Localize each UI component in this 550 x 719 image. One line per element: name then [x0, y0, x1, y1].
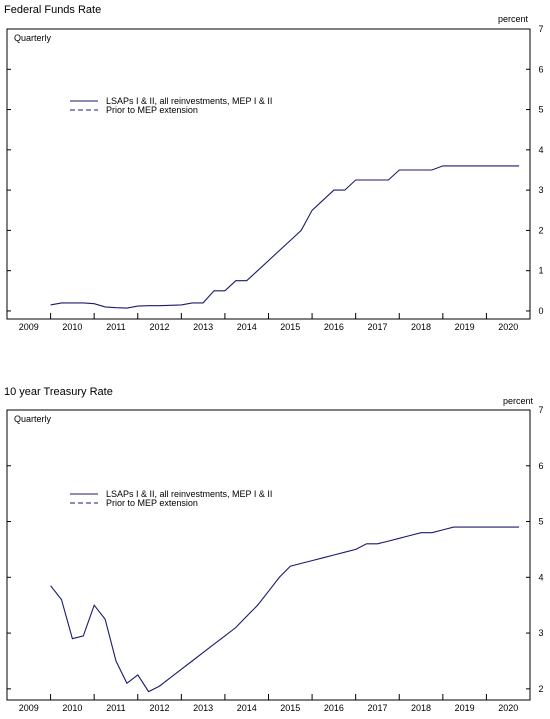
unit-label: percent — [498, 14, 529, 24]
legend-label: Prior to MEP extension — [106, 105, 198, 115]
frequency-label: Quarterly — [14, 33, 52, 43]
chart-title: 10 year Treasury Rate — [4, 386, 113, 398]
series-group — [50, 165, 520, 309]
x-tick-label: 2016 — [324, 322, 344, 332]
x-tick-label: 2017 — [367, 703, 387, 713]
x-tick-label: 2016 — [324, 703, 344, 713]
x-tick-label: 2017 — [367, 322, 387, 332]
chart-title: Federal Funds Rate — [4, 4, 101, 16]
treasury-rate-panel: 10 year Treasury Rate percent Quarterly … — [4, 386, 544, 713]
y-tick-label: 5 — [538, 517, 543, 527]
x-tick-label: 2019 — [455, 703, 475, 713]
x-tick-label: 2010 — [62, 322, 82, 332]
y-tick-label: 7 — [538, 405, 543, 415]
x-tick-label: 2013 — [193, 322, 213, 332]
legend: LSAPs I & II, all reinvestments, MEP I &… — [70, 489, 272, 508]
y-tick-label: 0 — [538, 306, 543, 316]
x-tick-label: 2015 — [280, 322, 300, 332]
x-tick-label: 2013 — [193, 703, 213, 713]
x-tick-label: 2012 — [150, 703, 170, 713]
series-line — [50, 526, 520, 693]
y-tick-label: 3 — [538, 628, 543, 638]
x-tick-label: 2010 — [62, 703, 82, 713]
x-axis: 2009 2010 2011 2012 2013 2014 2015 2016 2017 2018… — [6, 313, 531, 332]
x-tick-label: 2019 — [455, 322, 475, 332]
frequency-label: Quarterly — [14, 414, 52, 424]
y-tick-label: 2 — [538, 684, 543, 694]
x-tick-label: 2014 — [237, 322, 257, 332]
y-tick-label: 1 — [538, 266, 543, 276]
y-tick-label: 4 — [538, 572, 543, 582]
plot-frame — [6, 409, 531, 701]
y-tick-label: 7 — [538, 24, 543, 34]
y-axis: 2 3 4 5 6 7 — [7, 405, 544, 694]
x-tick-label: 2018 — [411, 703, 431, 713]
x-tick-label: 2020 — [498, 703, 518, 713]
y-axis: 0 1 2 3 4 5 6 7 — [7, 24, 544, 316]
legend-label: LSAPs I & II, all reinvestments, MEP I &… — [106, 489, 272, 499]
x-tick-label: 2011 — [106, 322, 125, 332]
y-tick-label: 5 — [538, 105, 543, 115]
y-tick-label: 2 — [538, 225, 543, 235]
y-tick-label: 6 — [538, 64, 543, 74]
series-group — [50, 526, 520, 693]
x-tick-label: 2009 — [19, 322, 39, 332]
x-tick-label: 2012 — [150, 322, 170, 332]
plot-frame — [6, 28, 531, 320]
x-tick-label: 2014 — [237, 703, 257, 713]
y-tick-label: 4 — [538, 145, 543, 155]
series-line — [50, 165, 520, 309]
x-tick-label: 2011 — [106, 703, 125, 713]
federal-funds-rate-panel: Federal Funds Rate percent Quarterly 0 1 2… — [4, 4, 544, 332]
x-tick-label: 2015 — [280, 703, 300, 713]
legend: LSAPs I & II, all reinvestments, MEP I &… — [70, 96, 272, 115]
x-tick-label: 2018 — [411, 322, 431, 332]
y-tick-label: 3 — [538, 185, 543, 195]
y-tick-label: 6 — [538, 461, 543, 471]
x-axis: 2009 2010 2011 2012 2013 2014 2015 2016 2017 2018… — [6, 694, 531, 713]
legend-label: LSAPs I & II, all reinvestments, MEP I &… — [106, 96, 272, 106]
unit-label: percent — [503, 396, 534, 406]
x-tick-label: 2020 — [498, 322, 518, 332]
legend-label: Prior to MEP extension — [106, 498, 198, 508]
x-tick-label: 2009 — [19, 703, 39, 713]
